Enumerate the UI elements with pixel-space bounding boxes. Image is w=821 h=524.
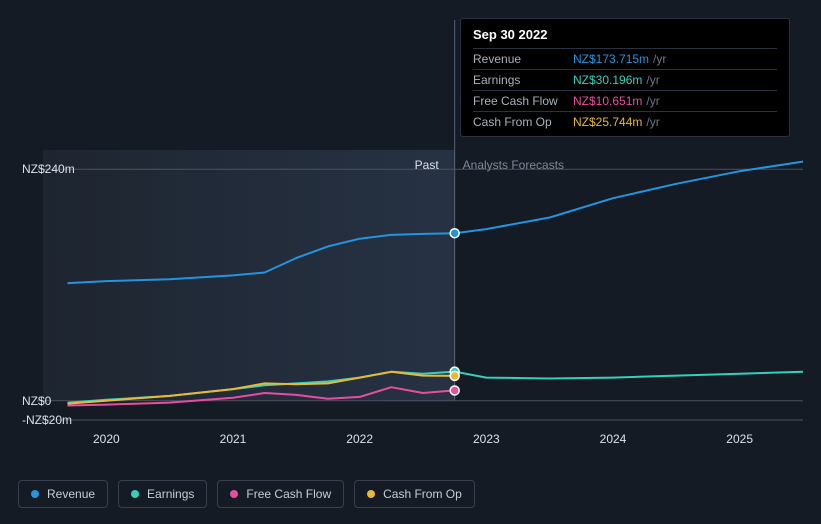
- x-axis-tick-label: 2025: [726, 432, 753, 438]
- y-axis-tick-label: NZ$0: [22, 394, 51, 408]
- tooltip-row-value: NZ$173.715m: [573, 52, 649, 66]
- tooltip-row-label: Earnings: [473, 73, 573, 87]
- tooltip-row: Free Cash FlowNZ$10.651m/yr: [473, 90, 777, 111]
- tooltip-row-suffix: /yr: [646, 115, 659, 129]
- tooltip-row-suffix: /yr: [646, 73, 659, 87]
- tooltip-row-value: NZ$30.196m: [573, 73, 642, 87]
- tooltip-row-value: NZ$25.744m: [573, 115, 642, 129]
- tooltip-date: Sep 30 2022: [473, 27, 777, 42]
- tooltip-row-label: Revenue: [473, 52, 573, 66]
- legend-dot-icon: [367, 490, 375, 498]
- tooltip-row: EarningsNZ$30.196m/yr: [473, 69, 777, 90]
- x-axis-tick-label: 2023: [473, 432, 500, 438]
- past-section-label: Past: [415, 158, 439, 172]
- legend-label: Revenue: [47, 487, 95, 501]
- legend-item-cfo[interactable]: Cash From Op: [354, 480, 475, 508]
- legend-dot-icon: [31, 490, 39, 498]
- tooltip-row-label: Free Cash Flow: [473, 94, 573, 108]
- legend-label: Earnings: [147, 487, 194, 501]
- chart-legend: Revenue Earnings Free Cash Flow Cash From O…: [18, 480, 475, 508]
- legend-item-revenue[interactable]: Revenue: [18, 480, 108, 508]
- legend-item-fcf[interactable]: Free Cash Flow: [217, 480, 344, 508]
- tooltip-row-suffix: /yr: [653, 52, 666, 66]
- x-axis-tick-label: 2021: [220, 432, 247, 438]
- legend-label: Free Cash Flow: [246, 487, 331, 501]
- legend-dot-icon: [131, 490, 139, 498]
- x-axis-tick-label: 2024: [600, 432, 627, 438]
- y-axis-tick-label: NZ$240m: [22, 162, 75, 176]
- tooltip-row-suffix: /yr: [646, 94, 659, 108]
- x-axis-tick-label: 2022: [346, 432, 373, 438]
- chart-tooltip: Sep 30 2022 RevenueNZ$173.715m/yrEarning…: [460, 18, 790, 137]
- tooltip-row-label: Cash From Op: [473, 115, 573, 129]
- tooltip-row-value: NZ$10.651m: [573, 94, 642, 108]
- y-axis-tick-label: -NZ$20m: [22, 413, 72, 427]
- legend-dot-icon: [230, 490, 238, 498]
- legend-label: Cash From Op: [383, 487, 462, 501]
- x-axis-tick-label: 2020: [93, 432, 120, 438]
- tooltip-row: Cash From OpNZ$25.744m/yr: [473, 111, 777, 132]
- tooltip-row: RevenueNZ$173.715m/yr: [473, 48, 777, 69]
- legend-item-earnings[interactable]: Earnings: [118, 480, 207, 508]
- forecast-section-label: Analysts Forecasts: [463, 158, 564, 172]
